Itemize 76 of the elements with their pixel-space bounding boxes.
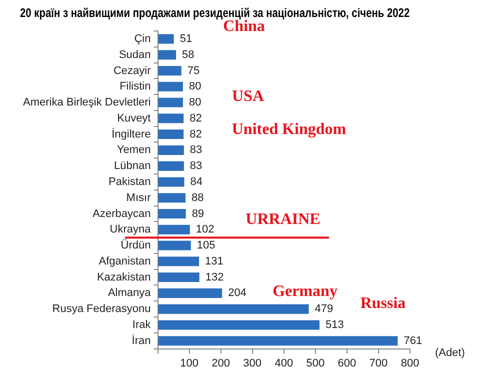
data-label: 479 [314,303,334,316]
data-label: 83 [190,160,202,172]
bar [158,256,200,266]
bar [158,240,191,250]
annotation: China [223,18,265,36]
y-tick-label: Azerbaycan [92,208,151,220]
data-label: 58 [182,48,194,61]
data-label: 131 [205,255,224,268]
data-label: 80 [188,80,202,93]
data-label: 82 [190,112,202,124]
data-label: 75 [187,64,200,77]
data-label: 51 [180,32,192,45]
data-label: 761 [404,334,422,347]
x-tick-label: 400 [274,357,294,370]
chart-title: 20 країн з найвищими продажами резиденцій за національністю, січень 2022 [20,7,410,20]
y-tick-label: Sudan [118,48,151,61]
y-tick-label: Irak [132,318,152,331]
y-tick-label: Rusya Federasyonu [52,303,151,316]
data-label: 89 [192,208,204,220]
x-tick-label: 600 [338,357,356,370]
x-tick-label: 300 [243,357,262,370]
bar [158,34,174,44]
data-label: 204 [228,287,246,300]
annotation: USA [232,88,264,106]
annotation: Germany [272,283,338,300]
bar [158,193,186,203]
data-label: 83 [190,144,202,156]
y-tick-label: Ukrayna [110,224,152,236]
x-tick-label: 700 [369,357,388,370]
bar [158,145,184,155]
data-label: 88 [192,192,204,204]
data-label: 84 [190,176,202,188]
annotation: URRAINE [246,211,320,228]
bar [158,161,184,171]
x-tick-label: 100 [180,357,198,370]
bar [158,288,222,298]
bar [158,336,398,346]
y-tick-label: İngiltere [112,127,151,140]
bar [158,272,200,282]
bar [158,177,184,187]
bar [158,208,186,218]
bar [158,304,309,314]
data-label: 82 [190,128,202,140]
y-tick-label: Filistin [120,80,151,93]
x-tick-label: 500 [306,357,325,370]
annotation: United Kingdom [232,121,347,138]
data-label: 105 [196,240,216,252]
y-tick-label: Lübnan [114,160,151,172]
y-tick-label: Mısır [126,192,152,204]
y-tick-label: Almanya [108,287,152,300]
y-tick-label: Pakistan [108,176,151,188]
bar [158,320,320,330]
bar [158,98,183,108]
annotation: Russia [360,295,406,312]
data-label: 513 [326,318,344,331]
bar [158,114,184,124]
y-tick-label: Afganistan [98,255,151,268]
y-tick-label: Yemen [116,144,151,156]
bar [158,224,190,234]
y-tick-label: Amerika Birleşik Devletleri [22,96,151,109]
data-label: 102 [196,224,214,236]
data-label: 132 [205,271,224,284]
x-tick-label: 200 [212,357,230,370]
bar [158,130,184,140]
bar [158,82,183,92]
x-tick-label: 800 [400,357,420,370]
y-tick-label: Cezayir [113,64,152,77]
y-tick-label: Kazakistan [96,271,151,284]
data-label: 80 [188,96,202,109]
bar [158,50,176,60]
y-tick-label: Kuveyt [117,112,151,124]
y-tick-label: Ürdün [120,238,151,252]
x-axis-title: (Adet) [435,346,465,359]
y-tick-label: İran [132,334,151,347]
y-tick-label: Çin [134,32,151,45]
bar [158,66,182,76]
